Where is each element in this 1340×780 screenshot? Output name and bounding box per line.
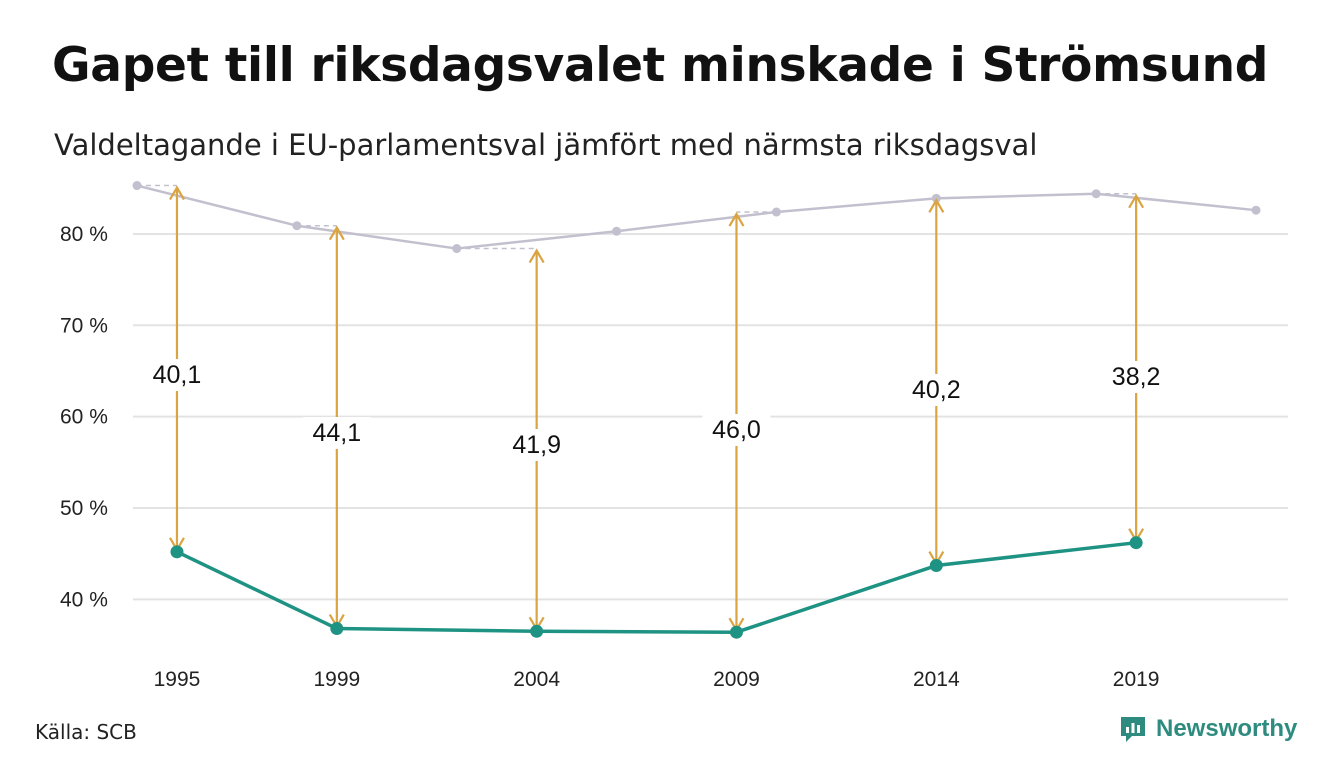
riksdag-point	[612, 226, 622, 236]
x-tick-label: 1999	[313, 668, 360, 691]
gap-arrow-head-up	[928, 198, 945, 213]
gap-label: 40,2	[912, 376, 961, 404]
chart-title: Gapet till riksdagsvalet minskade i Strö…	[52, 38, 1269, 93]
gap-label-background	[302, 417, 371, 449]
y-tick-label: 50 %	[60, 497, 108, 520]
riksdag-point	[1251, 205, 1261, 215]
y-tick-label: 60 %	[60, 406, 108, 429]
riksdag-line	[136, 184, 1257, 250]
eu-point	[929, 559, 943, 573]
brand-name: Newsworthy	[1156, 715, 1298, 742]
gap-label: 38,2	[1112, 363, 1161, 391]
gap-label-background	[1102, 361, 1171, 393]
gap-arrows	[137, 184, 1145, 633]
riksdag-series	[132, 181, 1261, 254]
brand-logo: Newsworthy	[1118, 714, 1297, 744]
gap-label-background	[702, 414, 771, 446]
gap-label: 46,0	[712, 416, 761, 444]
gap-label-background	[142, 359, 211, 391]
eu-point	[330, 622, 344, 636]
x-tick-label: 2019	[1113, 668, 1160, 691]
source-note: Källa: SCB	[35, 720, 137, 744]
gap-label: 41,9	[512, 431, 561, 459]
gap-arrow-head-up	[328, 225, 345, 241]
y-axis-ticks: 40 % 50 % 60 % 70 % 80 %	[60, 223, 108, 611]
gap-label-background	[502, 429, 571, 461]
chart-subtitle: Valdeltagande i EU-parlamentsval jämfört…	[54, 128, 1038, 162]
gap-labels: 40,1 44,1 41,9 46,0 40,2 38,2	[142, 359, 1171, 461]
x-tick-label: 2004	[513, 668, 560, 691]
eu-series	[170, 536, 1143, 639]
y-tick-label: 40 %	[60, 588, 108, 611]
x-tick-label: 2009	[713, 668, 760, 691]
eu-point	[170, 545, 184, 559]
x-tick-label: 2014	[913, 668, 960, 691]
eu-line	[176, 540, 1137, 634]
gap-arrow-head-up	[528, 248, 545, 264]
gap-arrow-head-up	[169, 185, 185, 201]
gap-label: 44,1	[312, 419, 361, 447]
x-tick-label: 1995	[154, 668, 201, 691]
eu-point	[530, 624, 544, 638]
eu-point	[1129, 536, 1143, 550]
gap-label-background	[902, 374, 971, 406]
gap-arrow-head-up	[1128, 193, 1145, 209]
y-tick-label: 70 %	[60, 314, 108, 337]
y-tick-label: 80 %	[60, 223, 108, 246]
eu-point	[729, 625, 743, 639]
gap-arrow-head-up	[728, 211, 745, 227]
newsworthy-logo-icon	[1121, 717, 1145, 742]
x-axis-ticks: 1995 1999 2004 2009 2014 2019	[154, 668, 1160, 691]
gap-label: 40,1	[153, 361, 202, 389]
